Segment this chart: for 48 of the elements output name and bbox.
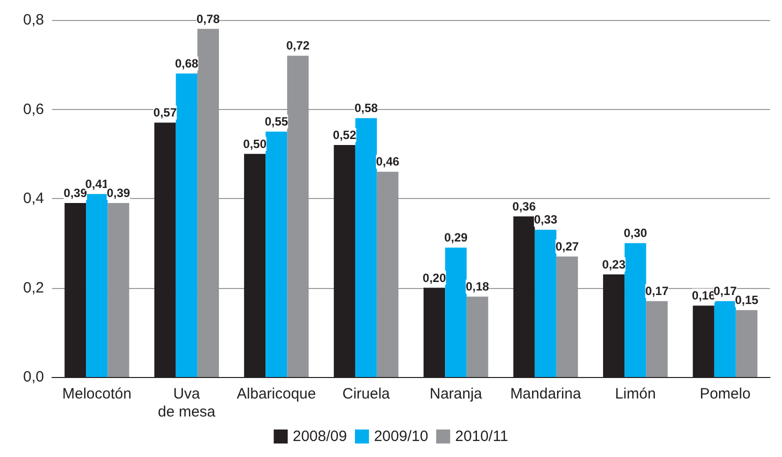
data-label: 0,20 <box>422 270 446 285</box>
data-label: 0,30 <box>624 226 648 240</box>
bar <box>445 248 467 377</box>
data-label: 0,36 <box>512 199 536 214</box>
bar <box>176 74 198 377</box>
data-label: 0,18 <box>466 280 490 294</box>
x-tick-label: Ciruela <box>342 386 391 402</box>
x-tick-label: Uva de mesa <box>158 386 216 420</box>
y-tick-label: 0,6 <box>23 100 44 118</box>
bar <box>534 230 556 377</box>
data-label: 0,33 <box>534 212 558 227</box>
bar <box>736 310 758 377</box>
bar <box>86 194 108 377</box>
legend-label: 2008/09 <box>292 428 347 445</box>
y-tick-label: 0,8 <box>23 12 44 28</box>
data-label: 0,55 <box>264 114 288 129</box>
data-label: 0,57 <box>153 106 178 120</box>
data-label: 0,29 <box>444 230 468 245</box>
data-label: 0,17 <box>645 284 669 298</box>
bar <box>266 132 288 377</box>
data-label: 0,52 <box>332 128 357 142</box>
y-tick-label: 0,2 <box>23 279 44 296</box>
x-tick-label: Limón <box>614 386 656 402</box>
data-label: 0,39 <box>106 186 130 200</box>
y-tick-label: 0,4 <box>23 190 44 207</box>
data-label: 0,50 <box>243 136 267 151</box>
data-label: 0,23 <box>602 257 626 272</box>
x-tick-label: Albaricoque <box>236 386 316 402</box>
data-label: 0,72 <box>286 38 310 53</box>
x-tick-label: Pomelo <box>700 386 751 402</box>
data-label: 0,39 <box>64 186 88 200</box>
bar <box>624 243 646 377</box>
data-label: 0,15 <box>734 293 759 308</box>
legend-label: 2010/11 <box>455 428 508 445</box>
y-tick-label: 0,0 <box>23 368 44 386</box>
bar <box>646 301 668 377</box>
x-tick-label: Melocotón <box>62 386 132 402</box>
data-label: 0,68 <box>174 56 199 71</box>
x-tick-label: Mandarina <box>510 386 582 402</box>
data-label: 0,78 <box>196 12 220 26</box>
data-label: 0,46 <box>376 154 400 169</box>
x-tick-label: Naranja <box>430 386 483 402</box>
data-label: 0,27 <box>555 240 580 254</box>
legend-label: 2009/10 <box>374 428 428 445</box>
bar <box>714 301 736 377</box>
bar <box>466 296 488 377</box>
bar <box>355 118 377 377</box>
data-label: 0,58 <box>354 101 378 116</box>
